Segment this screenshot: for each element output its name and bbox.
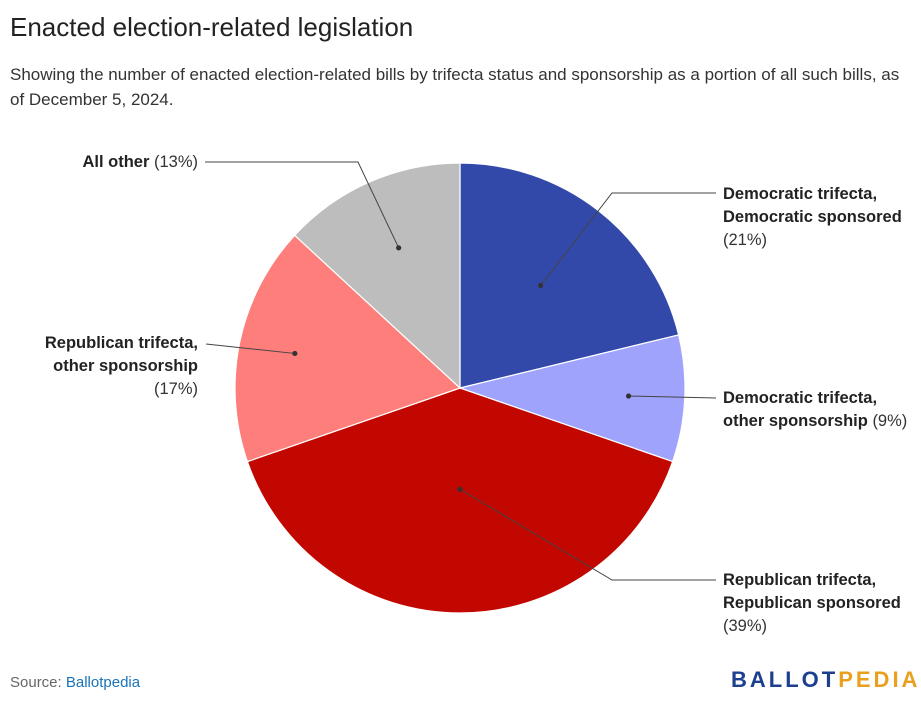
pie-slice-rep-rep: [246, 387, 674, 614]
source-note: Source: Ballotpedia: [10, 674, 140, 691]
leader-line-rep-rep: [459, 488, 716, 581]
chart-subtitle: Showing the number of enacted election-r…: [10, 65, 900, 109]
label-dem-other-pct: (9%): [872, 412, 908, 430]
leader-lines: [205, 161, 717, 581]
label-dem-dem-line1: Democratic trifecta,: [723, 185, 878, 203]
source-link[interactable]: Ballotpedia: [65, 674, 141, 691]
pie-slice-dem-other: [457, 334, 686, 463]
logo-part-a: BALLOT: [731, 667, 839, 692]
label-all-other-line1: All other: [82, 153, 150, 171]
label-dem-other-line2: other sponsorship: [723, 412, 868, 430]
leader-line-rep-other: [205, 343, 295, 354]
source-prefix: Source:: [10, 674, 66, 691]
ballotpedia-logo: BALLOTPEDIA: [731, 667, 920, 693]
pie-slice-dem-dem: [459, 162, 680, 389]
label-dem-dem-pct: (21%): [723, 231, 768, 249]
leader-line-dem-dem: [540, 192, 716, 286]
label-rep-rep-pct: (39%): [723, 617, 768, 635]
leader-dot-dem-dem: [538, 282, 544, 289]
leader-dot-all-other: [396, 245, 402, 251]
label-rep-other: Republican trifecta, other sponsorship (…: [45, 332, 198, 401]
leader-dot-rep-other: [292, 350, 298, 357]
leader-line-all-other: [205, 161, 400, 249]
leader-dot-dem-other: [625, 393, 632, 399]
label-rep-rep-line2: Republican sponsored: [723, 594, 901, 612]
label-all-other-pct: (13%): [153, 153, 198, 171]
label-all-other: All other (13%): [82, 151, 198, 174]
label-dem-other-line1: Democratic trifecta,: [723, 389, 878, 407]
chart-title: Enacted election-related legislation: [10, 12, 414, 42]
pie-slices: [234, 162, 686, 614]
label-dem-dem: Democratic trifecta, Democratic sponsore…: [723, 183, 902, 252]
leader-line-dem-other: [628, 395, 717, 399]
label-rep-rep-line1: Republican trifecta,: [723, 571, 877, 589]
label-rep-other-pct: (17%): [153, 380, 198, 398]
pie-slice-rep-other: [234, 234, 462, 463]
label-rep-other-line2: other sponsorship: [53, 357, 198, 375]
pie-slice-all-other: [293, 162, 461, 390]
logo-part-b: PEDIA: [838, 667, 921, 692]
label-dem-other: Democratic trifecta, other sponsorship (…: [723, 387, 907, 433]
leader-dot-rep-rep: [457, 486, 463, 492]
label-rep-other-line1: Republican trifecta,: [44, 334, 198, 352]
label-rep-rep: Republican trifecta, Republican sponsore…: [723, 569, 901, 638]
label-dem-dem-line2: Democratic sponsored: [723, 208, 902, 226]
